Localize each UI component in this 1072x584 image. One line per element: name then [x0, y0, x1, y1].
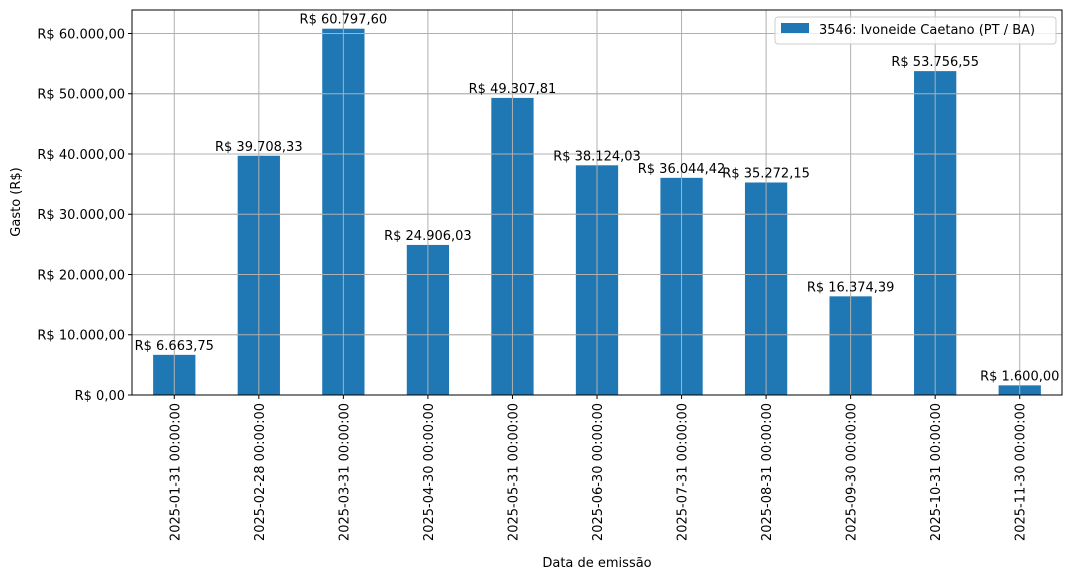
- y-tick-label: R$ 60.000,00: [37, 27, 125, 42]
- bar-value-label: R$ 16.374,39: [807, 280, 895, 295]
- y-tick-label: R$ 10.000,00: [37, 329, 125, 344]
- bar-value-label: R$ 1.600,00: [980, 369, 1059, 384]
- bar-value-labels: R$ 6.663,75 R$ 39.708,33 R$ 60.797,60 R$ 24…: [135, 13, 1059, 395]
- x-tick-label: 2025-02-28 00:00:00: [253, 403, 268, 541]
- y-tick-label: R$ 40.000,00: [37, 148, 125, 163]
- bar-value-label: R$ 60.797,60: [300, 13, 388, 28]
- y-tick-label: R$ 50.000,00: [37, 88, 125, 103]
- bar-value-label: R$ 6.663,75: [135, 339, 214, 354]
- x-tick-label: 2025-08-31 00:00:00: [760, 403, 775, 541]
- x-axis-label: Data de emissão: [542, 556, 651, 571]
- bar-value-label: R$ 35.272,15: [722, 166, 810, 181]
- x-tick-label: 2025-07-31 00:00:00: [676, 403, 691, 541]
- y-tick-label: R$ 0,00: [75, 389, 125, 404]
- bar-value-label: R$ 53.756,55: [891, 55, 979, 70]
- x-tick-label: 2025-06-30 00:00:00: [591, 403, 606, 541]
- bar-value-label: R$ 24.906,03: [384, 229, 472, 244]
- legend-swatch: [781, 23, 809, 33]
- x-tick-label: 2025-04-30 00:00:00: [422, 403, 437, 541]
- y-tick-label: R$ 20.000,00: [37, 268, 125, 283]
- legend-label: 3546: Ivoneide Caetano (PT / BA): [819, 23, 1035, 38]
- x-tick-label: 2025-03-31 00:00:00: [337, 403, 352, 541]
- y-axis-ticks: R$ 0,00 R$ 10.000,00 R$ 20.000,00 R$ 30.000…: [37, 27, 132, 404]
- x-tick-label: 2025-10-31 00:00:00: [929, 403, 944, 541]
- bar-value-label: R$ 49.307,81: [469, 82, 557, 97]
- x-tick-label: 2025-09-30 00:00:00: [845, 403, 860, 541]
- y-tick-label: R$ 30.000,00: [37, 208, 125, 223]
- x-tick-label: 2025-01-31 00:00:00: [168, 403, 183, 541]
- y-axis-label: Gasto (R$): [9, 167, 24, 236]
- legend-frame: [774, 16, 1057, 45]
- bar-value-label: R$ 36.044,42: [638, 162, 726, 177]
- bar-value-label: R$ 39.708,33: [215, 140, 303, 155]
- x-tick-label: 2025-11-30 00:00:00: [1014, 403, 1029, 541]
- x-tick-label: 2025-05-31 00:00:00: [506, 403, 521, 541]
- bar-value-label: R$ 38.124,03: [553, 149, 641, 164]
- x-axis-ticks: 2025-01-31 00:00:00 2025-02-28 00:00:00 20…: [168, 395, 1029, 541]
- legend: 3546: Ivoneide Caetano (PT / BA): [774, 16, 1057, 45]
